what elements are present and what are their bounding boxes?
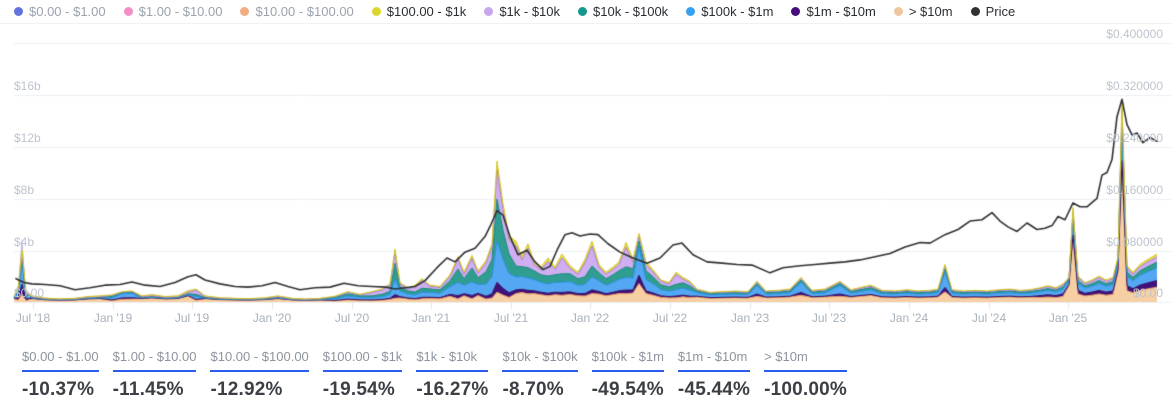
legend-item-label: $100k - $1m: [701, 3, 774, 19]
legend-item[interactable]: > $10m: [893, 3, 953, 19]
legend-item[interactable]: $10.00 - $100.00: [240, 3, 354, 19]
stat-label[interactable]: > $10m: [764, 349, 848, 372]
stat-column: $1k - $10k -16.27%: [416, 349, 489, 401]
stats-row: $0.00 - $1.00 -10.37% $1.00 - $10.00 -11.45…: [22, 349, 848, 401]
stat-change-value: -16.27%: [416, 379, 489, 400]
legend-swatch-icon: [123, 6, 133, 16]
stat-label[interactable]: $1k - $10k: [416, 349, 489, 372]
stat-change-value: -10.37%: [22, 379, 95, 400]
stat-change-value: -11.45%: [112, 379, 184, 400]
stat-change-value: -12.92%: [210, 379, 283, 400]
legend-swatch-icon: [484, 6, 494, 16]
legend-item-label: Price: [985, 3, 1016, 19]
stat-column: > $10m -100.00%: [764, 349, 848, 401]
stat-label[interactable]: $10.00 - $100.00: [210, 349, 309, 372]
legend-item[interactable]: $1m - $10m: [791, 3, 876, 19]
stat-column: $1.00 - $10.00 -11.45%: [112, 349, 197, 401]
legend-item[interactable]: Price: [970, 3, 1016, 19]
stat-change-value: -19.54%: [322, 379, 395, 400]
stat-change-value: -45.44%: [677, 379, 751, 400]
legend-item-label: $1.00 - $10.00: [138, 3, 223, 19]
legend-swatch-icon: [578, 6, 588, 16]
legend-divider: [0, 23, 1172, 24]
volume-price-chart[interactable]: [0, 0, 1172, 340]
stat-label[interactable]: $100.00 - $1k: [322, 349, 403, 372]
legend-swatch-icon: [240, 6, 250, 16]
stat-column: $0.00 - $1.00 -10.37%: [22, 349, 99, 401]
legend-item-label: $100.00 - $1k: [386, 3, 467, 19]
legend-item[interactable]: $10k - $100k: [578, 4, 668, 19]
stat-column: $100k - $1m -49.54%: [591, 349, 664, 401]
legend-swatch-icon: [791, 6, 801, 16]
legend-item[interactable]: $100.00 - $1k: [371, 3, 467, 19]
legend-swatch-icon: [970, 6, 980, 16]
legend-swatch-icon: [371, 6, 381, 16]
legend-item[interactable]: $1.00 - $10.00: [123, 3, 223, 19]
legend-item-label: $10k - $100k: [593, 3, 669, 19]
legend-item-label: $10.00 - $100.00: [255, 3, 354, 19]
legend-swatch-icon: [686, 6, 696, 16]
legend-item[interactable]: $1k - $10k: [484, 4, 560, 19]
stat-label[interactable]: $1m - $10m: [677, 349, 751, 372]
legend-swatch-icon: [893, 6, 903, 16]
legend: $0.00 - $1.00 $1.00 - $10.00 $10.00 - $100…: [14, 0, 1015, 22]
stat-label[interactable]: $10k - $100k: [502, 349, 578, 372]
stat-label[interactable]: $0.00 - $1.00: [22, 349, 99, 372]
stat-column: $10k - $100k -8.70%: [502, 349, 578, 401]
legend-item-label: $1m - $10m: [806, 3, 876, 19]
legend-item-label: $0.00 - $1.00: [29, 3, 106, 19]
stat-change-value: -8.70%: [502, 379, 564, 400]
stat-change-value: -100.00%: [764, 379, 848, 400]
stat-column: $1m - $10m -45.44%: [677, 349, 751, 401]
legend-item[interactable]: $0.00 - $1.00: [14, 4, 106, 19]
stat-column: $10.00 - $100.00 -12.92%: [210, 349, 309, 401]
legend-item-label: > $10m: [908, 3, 953, 19]
legend-item[interactable]: $100k - $1m: [686, 4, 773, 19]
legend-item-label: $1k - $10k: [499, 3, 561, 19]
stat-change-value: -49.54%: [591, 379, 664, 400]
stat-label[interactable]: $100k - $1m: [591, 349, 664, 372]
stat-label[interactable]: $1.00 - $10.00: [112, 349, 197, 372]
stat-column: $100.00 - $1k -19.54%: [322, 349, 403, 401]
legend-swatch-icon: [14, 6, 23, 16]
